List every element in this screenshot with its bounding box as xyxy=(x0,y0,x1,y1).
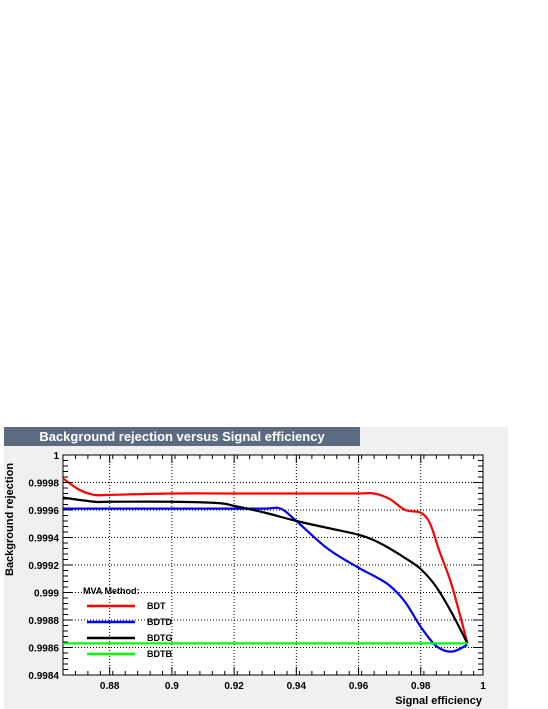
x-tick-label: 0.96 xyxy=(349,681,369,692)
axis-ticks xyxy=(62,454,484,676)
legend-label-bdtb: BDTB xyxy=(147,649,172,659)
y-tick-label: 0.9996 xyxy=(28,506,59,517)
series-layer xyxy=(62,477,469,653)
x-tick-label: 1 xyxy=(480,681,486,692)
x-tick-label: 0.9 xyxy=(165,681,179,692)
x-tick-label: 0.92 xyxy=(224,681,244,692)
series-line-bdtd xyxy=(62,506,468,653)
series-line-bdtg xyxy=(62,496,469,644)
y-tick-label: 1 xyxy=(53,451,59,462)
legend-label-bdtg: BDTG xyxy=(147,633,173,643)
legend-label-bdt: BDT xyxy=(147,601,166,611)
chart-title: Background rejection versus Signal effic… xyxy=(4,427,360,446)
y-tick-label: 0.9992 xyxy=(28,561,59,572)
y-tick-label: 0.9984 xyxy=(28,671,59,682)
x-tick-label: 0.94 xyxy=(287,681,307,692)
y-tick-label: 0.999 xyxy=(34,589,59,600)
legend-title: MVA Method: xyxy=(83,586,140,596)
y-axis-title: Background rejection xyxy=(4,463,16,576)
tick-labels: 0.88 0.9 0.92 0.94 0.96 0.98 1 0.9984 0.9986 0.99… xyxy=(28,451,486,692)
y-tick-label: 0.9986 xyxy=(28,644,59,655)
legend: MVA Method: BDT BDTD BDTG BDTB xyxy=(83,586,173,659)
legend-label-bdtd: BDTD xyxy=(147,617,172,627)
y-tick-label: 0.9988 xyxy=(28,616,59,627)
x-axis-title: Signal efficiency xyxy=(395,695,483,707)
x-tick-label: 0.98 xyxy=(411,681,431,692)
series-line-bdt xyxy=(62,477,469,644)
x-tick-label: 0.88 xyxy=(100,681,120,692)
y-tick-label: 0.9994 xyxy=(28,534,59,545)
y-tick-label: 0.9998 xyxy=(28,479,59,490)
